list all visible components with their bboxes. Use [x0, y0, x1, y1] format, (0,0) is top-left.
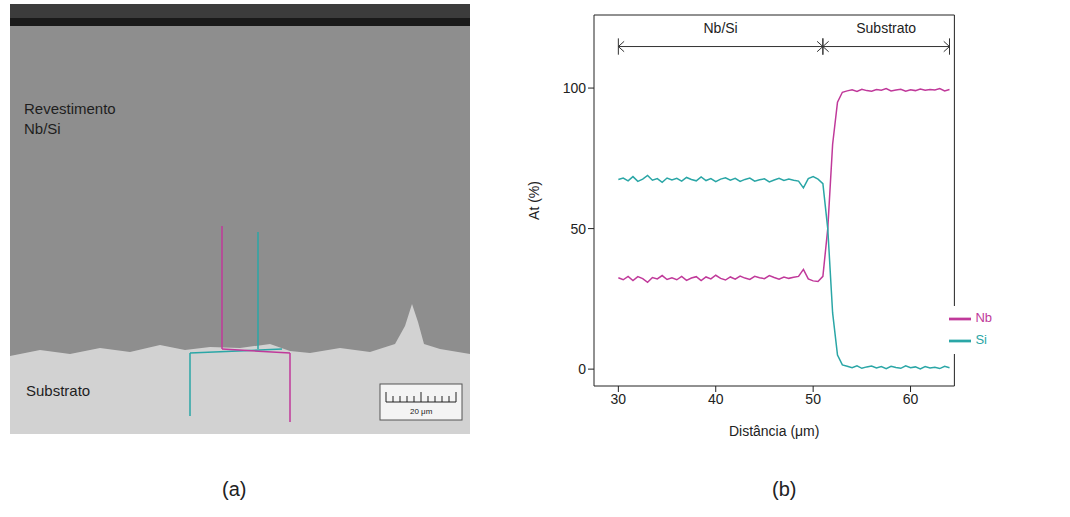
- svg-text:Nb/Si: Nb/Si: [704, 20, 738, 36]
- html-text:Si: Si: [975, 332, 987, 348]
- svg-text:0: 0: [578, 361, 586, 377]
- svg-text:20 μm: 20 μm: [410, 407, 433, 416]
- svg-text:50: 50: [570, 221, 586, 237]
- html-text:(b): (b): [772, 478, 797, 500]
- svg-text:Substrato: Substrato: [856, 20, 916, 36]
- svg-text:100: 100: [563, 80, 587, 96]
- html-text:Nb: Nb: [975, 310, 992, 326]
- svg-text:Substrato: Substrato: [26, 382, 90, 399]
- svg-text:Distância (μm): Distância (μm): [729, 423, 820, 439]
- svg-text:50: 50: [805, 391, 821, 407]
- html-text:(a): (a): [222, 478, 247, 500]
- svg-text:At (%): At (%): [526, 181, 542, 220]
- svg-text:Revestimento: Revestimento: [24, 100, 116, 117]
- svg-text:Nb/Si: Nb/Si: [24, 120, 61, 137]
- svg-text:40: 40: [708, 391, 724, 407]
- svg-text:60: 60: [903, 391, 919, 407]
- svg-text:30: 30: [611, 391, 627, 407]
